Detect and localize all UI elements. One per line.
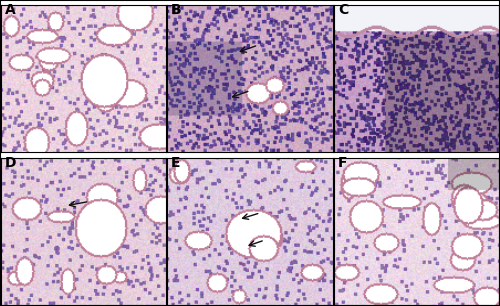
Text: F: F — [338, 156, 347, 170]
Text: A: A — [4, 3, 16, 17]
Text: B: B — [171, 3, 182, 17]
Text: C: C — [338, 3, 348, 17]
Text: D: D — [4, 156, 16, 170]
Text: E: E — [171, 156, 180, 170]
